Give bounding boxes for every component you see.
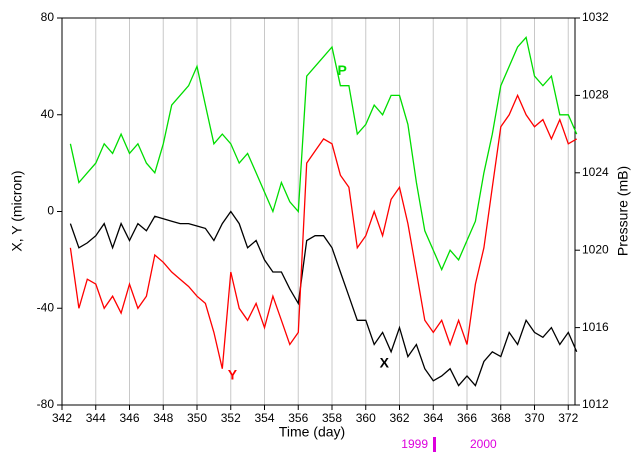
series-line — [69, 36, 578, 272]
y-tick-label: 80 — [41, 10, 55, 24]
y2-tick-label: 1032 — [582, 10, 609, 24]
y2-axis-label: Pressure (mB) — [615, 166, 631, 256]
series-label: P — [337, 62, 346, 78]
y-axis-label: X, Y (micron) — [9, 170, 25, 251]
x-tick-label: 346 — [119, 411, 139, 425]
x-tick-label: 370 — [524, 411, 544, 425]
plot-frame — [61, 17, 576, 406]
annotation: 1999 — [401, 437, 428, 451]
x-tick-label: 344 — [86, 411, 106, 425]
series-line — [69, 210, 578, 387]
y2-tick-label: 1020 — [582, 242, 609, 256]
y-tick-label: -40 — [37, 300, 55, 314]
x-axis-label: Time (day) — [279, 424, 345, 440]
series-line — [69, 93, 578, 369]
x-tick-label: 358 — [322, 411, 342, 425]
x-tick-label: 362 — [389, 411, 409, 425]
y2-tick-label: 1012 — [582, 397, 609, 411]
y-tick-label: -80 — [37, 397, 55, 411]
x-tick-label: 342 — [52, 411, 72, 425]
annotation: 2000 — [470, 437, 497, 451]
y2-tick-label: 1016 — [582, 320, 609, 334]
x-tick-label: 350 — [187, 411, 207, 425]
series-label: Y — [228, 367, 238, 383]
x-tick-label: 368 — [491, 411, 511, 425]
x-tick-label: 348 — [153, 411, 173, 425]
x-tick-label: 354 — [254, 411, 274, 425]
x-tick-label: 372 — [558, 411, 578, 425]
y2-tick-label: 1024 — [582, 165, 609, 179]
x-tick-label: 360 — [356, 411, 376, 425]
x-tick-label: 352 — [221, 411, 241, 425]
x-tick-label: 364 — [423, 411, 443, 425]
series-label: X — [380, 355, 390, 371]
y2-tick-label: 1028 — [582, 88, 609, 102]
y-tick-label: 40 — [41, 107, 55, 121]
y-tick-label: 0 — [47, 204, 54, 218]
x-tick-label: 356 — [288, 411, 308, 425]
x-tick-label: 366 — [457, 411, 477, 425]
year-divider — [433, 437, 436, 452]
